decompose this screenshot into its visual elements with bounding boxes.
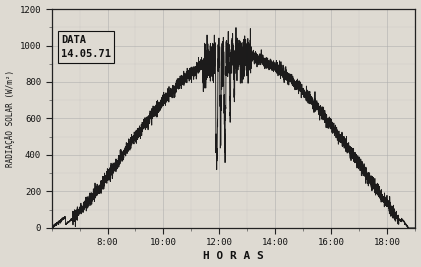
X-axis label: H O R A S: H O R A S [203, 252, 264, 261]
Y-axis label: RADIAÇÃO SOLAR (W/m²): RADIAÇÃO SOLAR (W/m²) [5, 70, 16, 167]
Text: DATA
14.05.71: DATA 14.05.71 [61, 35, 111, 59]
